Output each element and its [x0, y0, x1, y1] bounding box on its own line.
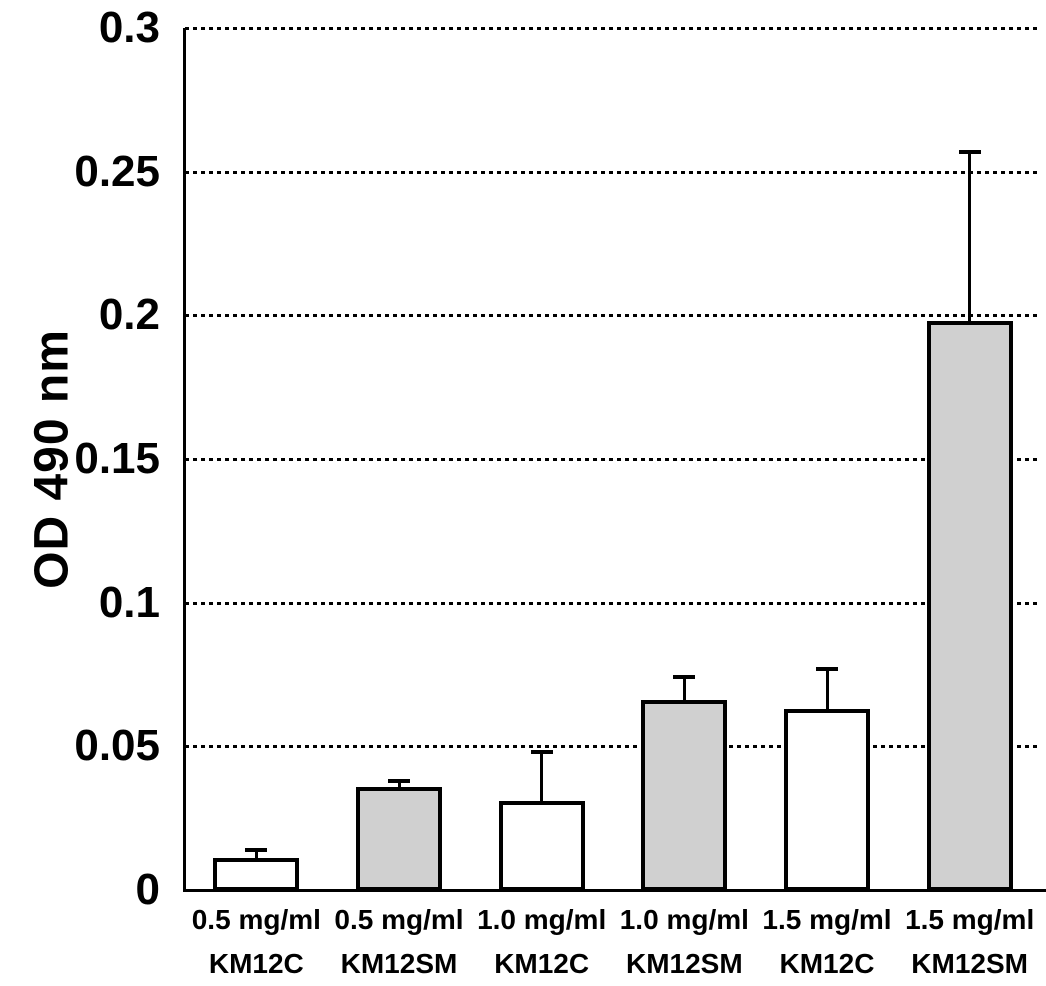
gridline [185, 27, 1041, 30]
bar [356, 786, 442, 891]
x-category-line2: KM12SM [911, 948, 1028, 979]
x-category-line1: 1.0 mg/ml [619, 904, 749, 935]
x-category-label: 1.5 mg/ml KM12C [756, 898, 899, 986]
error-bar-line [968, 151, 972, 328]
x-category-label: 1.0 mg/ml KM12C [470, 898, 613, 986]
error-bar-line [825, 668, 829, 715]
gridline [185, 601, 1041, 605]
gridline [185, 170, 1041, 174]
y-tick-label: 0.15 [74, 434, 160, 483]
gridline [185, 314, 1041, 318]
y-tick-label: 0.05 [74, 721, 160, 771]
x-category-label: 0.5 mg/ml KM12SM [328, 898, 471, 986]
error-bar-cap [958, 149, 981, 154]
x-category-line1: 1.5 mg/ml [762, 904, 892, 935]
bar [784, 708, 870, 891]
error-bar-line [682, 677, 686, 707]
bar [213, 858, 300, 891]
y-tick-label: 0.2 [98, 290, 160, 340]
y-tick-label: 0 [135, 865, 160, 914]
bar [498, 800, 585, 891]
bar [641, 700, 728, 891]
error-bar-cap [530, 750, 553, 755]
x-category-line2: KM12C [494, 948, 590, 979]
y-tick-label: 0.1 [98, 577, 160, 627]
error-bar-line [540, 752, 544, 807]
x-category-line2: KM12C [208, 948, 304, 979]
x-category-label: 0.5 mg/ml KM12C [185, 898, 328, 986]
x-category-label: 1.5 mg/ml KM12SM [898, 898, 1041, 986]
y-tick-label: 0.3 [98, 3, 160, 52]
gridline [185, 458, 1041, 461]
x-category-line1: 1.5 mg/ml [905, 904, 1035, 935]
x-category-line2: KM12C [779, 948, 875, 979]
y-axis-line [183, 28, 186, 892]
error-bar-cap [388, 778, 410, 783]
x-category-line1: 1.0 mg/ml [477, 904, 607, 935]
x-category-line2: KM12SM [625, 948, 743, 979]
error-bar-cap [245, 847, 268, 852]
y-tick-label: 0.25 [74, 146, 160, 196]
x-category-line1: 0.5 mg/ml [191, 904, 321, 935]
x-category-line2: KM12SM [340, 948, 458, 979]
error-bar-cap [673, 675, 696, 680]
x-category-label: 1.0 mg/ml KM12SM [613, 898, 756, 986]
error-bar-line [254, 849, 258, 865]
error-bar-cap [816, 666, 838, 671]
x-category-line1: 0.5 mg/ml [334, 904, 464, 935]
bar [926, 321, 1013, 891]
gridline [185, 745, 1041, 749]
x-axis-line [183, 889, 1046, 892]
